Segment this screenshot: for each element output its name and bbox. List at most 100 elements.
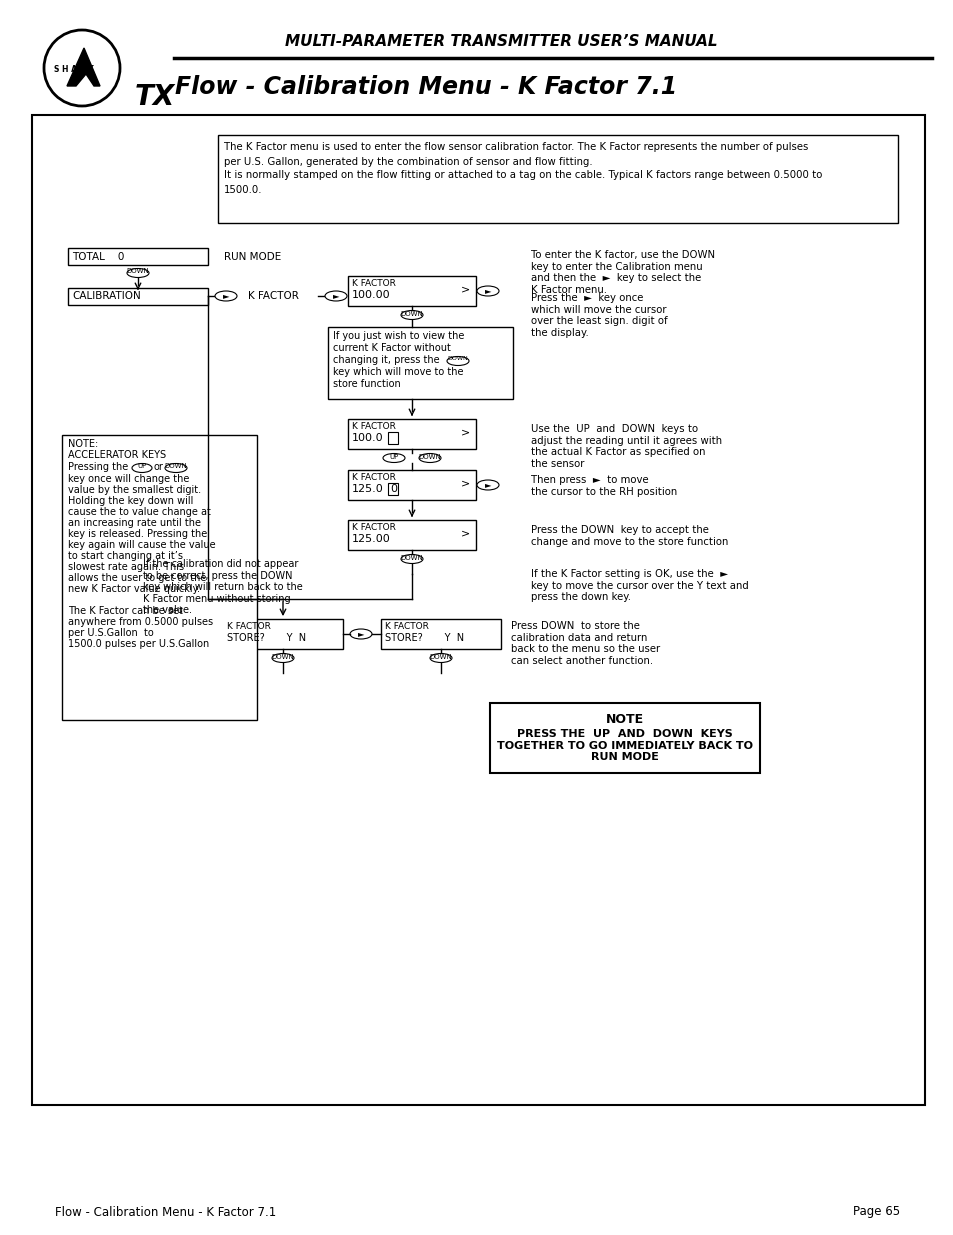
Text: MULTI-PARAMETER TRANSMITTER USER’S MANUAL: MULTI-PARAMETER TRANSMITTER USER’S MANUA…: [285, 35, 717, 49]
Text: To enter the K factor, use the DOWN
key to enter the Calibration menu
and then t: To enter the K factor, use the DOWN key …: [531, 249, 715, 295]
Text: Pressing the: Pressing the: [68, 462, 128, 472]
Text: K FACTOR: K FACTOR: [352, 422, 395, 431]
Text: DOWN: DOWN: [400, 311, 423, 317]
Text: DOWN: DOWN: [447, 356, 468, 361]
Text: Page 65: Page 65: [852, 1205, 899, 1219]
Text: 0: 0: [390, 484, 396, 494]
Text: ►: ►: [333, 291, 339, 300]
Text: K FACTOR: K FACTOR: [248, 291, 298, 301]
Text: Use the  UP  and  DOWN  keys to
adjust the reading until it agrees with
the actu: Use the UP and DOWN keys to adjust the r…: [531, 424, 721, 469]
Text: key is released. Pressing the: key is released. Pressing the: [68, 529, 207, 538]
Ellipse shape: [132, 463, 152, 473]
Ellipse shape: [325, 291, 347, 301]
Text: current K Factor without: current K Factor without: [333, 343, 451, 353]
Text: 100.0: 100.0: [352, 433, 383, 443]
Text: new K Factor value quickly.: new K Factor value quickly.: [68, 584, 200, 594]
Text: key once will change the: key once will change the: [68, 474, 190, 484]
Text: S H A R K: S H A R K: [54, 65, 94, 74]
Text: If the calibration did not appear
to be correct, press the DOWN
key which will r: If the calibration did not appear to be …: [143, 559, 302, 615]
Bar: [348, 419, 476, 450]
Text: TOTAL    0: TOTAL 0: [71, 252, 124, 262]
Text: ACCELERATOR KEYS: ACCELERATOR KEYS: [68, 450, 166, 459]
Text: 125.00: 125.00: [352, 534, 391, 543]
Text: DOWN: DOWN: [400, 555, 423, 561]
Text: >: >: [461, 478, 470, 488]
Text: PRESS THE  UP  AND  DOWN  KEYS
TOGETHER TO GO IMMEDIATELY BACK TO
RUN MODE: PRESS THE UP AND DOWN KEYS TOGETHER TO G…: [497, 729, 752, 762]
Text: to start changing at it’s: to start changing at it’s: [68, 551, 183, 561]
Text: DOWN: DOWN: [127, 268, 150, 274]
Bar: [223, 619, 343, 650]
Ellipse shape: [476, 480, 498, 490]
Text: DOWN: DOWN: [418, 454, 441, 459]
Ellipse shape: [447, 357, 469, 366]
Text: DOWN: DOWN: [429, 655, 452, 659]
Text: CALIBRATION: CALIBRATION: [71, 291, 141, 301]
Text: DOWN: DOWN: [165, 463, 187, 469]
Text: K FACTOR: K FACTOR: [352, 473, 395, 482]
Text: STORE?       Y  N: STORE? Y N: [227, 634, 306, 643]
Text: or: or: [153, 462, 164, 472]
Ellipse shape: [350, 629, 372, 638]
Text: ►: ►: [222, 291, 229, 300]
Text: 0: 0: [390, 433, 396, 443]
Text: NOTE:: NOTE:: [68, 438, 98, 450]
Text: 100.00: 100.00: [352, 290, 390, 300]
Text: >: >: [461, 284, 470, 294]
Text: Then press  ►  to move
the cursor to the RH position: Then press ► to move the cursor to the R…: [531, 475, 677, 496]
Bar: [348, 471, 476, 500]
Text: Press the DOWN  key to accept the
change and move to the store function: Press the DOWN key to accept the change …: [531, 525, 727, 547]
Polygon shape: [67, 48, 100, 86]
Text: K FACTOR: K FACTOR: [227, 622, 271, 631]
Text: an increasing rate until the: an increasing rate until the: [68, 517, 201, 529]
Text: ►: ►: [484, 480, 491, 489]
Text: Holding the key down will: Holding the key down will: [68, 496, 193, 506]
Text: NOTE: NOTE: [605, 713, 643, 726]
Text: >: >: [461, 427, 470, 437]
Bar: [380, 619, 500, 650]
Text: STORE?       Y  N: STORE? Y N: [385, 634, 464, 643]
Text: Press DOWN  to store the
calibration data and return
back to the menu so the use: Press DOWN to store the calibration data…: [511, 621, 659, 666]
Text: slowest rate again. This: slowest rate again. This: [68, 562, 184, 572]
Circle shape: [44, 30, 120, 106]
Text: ►: ►: [484, 287, 491, 295]
Text: per U.S. Gallon, generated by the combination of sensor and flow fitting.: per U.S. Gallon, generated by the combin…: [224, 157, 592, 167]
Ellipse shape: [430, 653, 452, 662]
Bar: [62, 435, 256, 720]
Text: 125.0: 125.0: [352, 484, 383, 494]
Ellipse shape: [165, 463, 187, 473]
Ellipse shape: [400, 310, 422, 320]
Bar: [328, 327, 513, 399]
Bar: [68, 288, 208, 305]
Text: 1500.0.: 1500.0.: [224, 185, 262, 195]
Ellipse shape: [476, 287, 498, 296]
Ellipse shape: [400, 555, 422, 563]
Bar: [68, 248, 208, 266]
Text: UP: UP: [137, 463, 147, 469]
Bar: [32, 115, 924, 1105]
Ellipse shape: [127, 268, 149, 278]
Text: TX: TX: [135, 83, 175, 111]
Bar: [218, 135, 897, 224]
Text: ►: ►: [357, 630, 364, 638]
Bar: [388, 483, 397, 495]
Text: >: >: [461, 529, 470, 538]
Text: If you just wish to view the: If you just wish to view the: [333, 331, 464, 341]
Ellipse shape: [272, 653, 294, 662]
Text: K FACTOR: K FACTOR: [352, 522, 395, 532]
Text: DOWN: DOWN: [272, 655, 294, 659]
Text: UP: UP: [389, 454, 398, 459]
Text: value by the smallest digit.: value by the smallest digit.: [68, 485, 201, 495]
Ellipse shape: [214, 291, 236, 301]
Text: changing it, press the: changing it, press the: [333, 354, 439, 366]
Text: Flow - Calibration Menu - K Factor 7.1: Flow - Calibration Menu - K Factor 7.1: [174, 75, 677, 99]
Text: RUN MODE: RUN MODE: [224, 252, 281, 262]
Text: The K Factor can be set: The K Factor can be set: [68, 606, 183, 616]
Text: key which will move to the: key which will move to the: [333, 367, 463, 377]
Text: If the K Factor setting is OK, use the  ►
key to move the cursor over the Y text: If the K Factor setting is OK, use the ►…: [531, 569, 748, 603]
Text: The K Factor menu is used to enter the flow sensor calibration factor. The K Fac: The K Factor menu is used to enter the f…: [224, 142, 807, 152]
Text: key again will cause the value: key again will cause the value: [68, 540, 215, 550]
Text: cause the to value change at: cause the to value change at: [68, 508, 211, 517]
Bar: [490, 703, 760, 773]
Text: store function: store function: [333, 379, 400, 389]
Text: anywhere from 0.5000 pulses: anywhere from 0.5000 pulses: [68, 618, 213, 627]
